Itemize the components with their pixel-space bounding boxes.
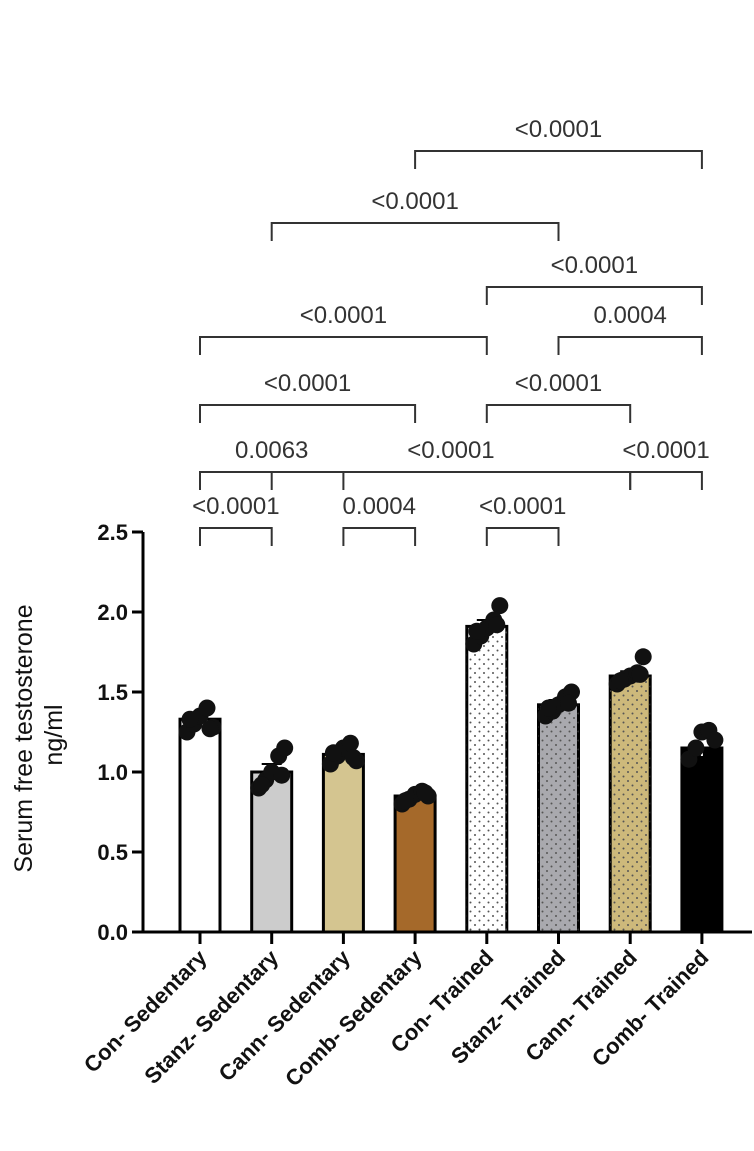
bar-8 <box>680 746 724 934</box>
y-tick-label-1: 0.0 <box>97 920 128 945</box>
data-point-1-7 <box>201 720 219 738</box>
data-point-5-6 <box>468 622 486 640</box>
data-point-8-5 <box>706 731 724 749</box>
y-axis-label-line-2: ng/ml <box>40 704 68 765</box>
data-point-4-6 <box>396 792 414 810</box>
p-value-label-4: 0.0063 <box>235 437 308 464</box>
significance-bracket-7 <box>199 404 417 423</box>
bar-pattern-7 <box>610 676 651 932</box>
significance-bracket-9 <box>199 336 488 355</box>
data-point-6-6 <box>540 699 557 717</box>
significance-bracket-3 <box>485 527 560 546</box>
bar-pattern-6 <box>538 704 579 932</box>
p-value-label-9: <0.0001 <box>300 302 387 329</box>
data-point-3-7 <box>344 749 362 767</box>
p-value-label-3: <0.0001 <box>479 493 566 520</box>
significance-bracket-1 <box>199 527 273 546</box>
bars-layer <box>178 597 724 934</box>
data-point-5-5 <box>491 597 509 615</box>
p-value-label-5: <0.0001 <box>407 437 494 464</box>
p-value-label-10: 0.0004 <box>593 302 666 329</box>
p-value-label-8: <0.0001 <box>515 370 602 397</box>
y-tick-label-3: 1.0 <box>97 760 128 785</box>
y-axis-label: Serum free testosterone ng/ml <box>10 597 68 872</box>
significance-bracket-8 <box>485 404 632 423</box>
data-point-2-6 <box>253 776 271 794</box>
data-point-8-2 <box>687 739 705 757</box>
significance-bracket-6 <box>629 471 703 490</box>
significance-bracket-10 <box>557 336 703 355</box>
significance-brackets: <0.0001 0.0004 <0.0001 0.0063 <0.0001 <0.0001… <box>192 116 710 546</box>
p-value-label-6: <0.0001 <box>622 437 709 464</box>
x-tick-label-1: Con- Sedentary <box>79 944 212 1077</box>
bar-3 <box>321 752 365 934</box>
data-point-3-4 <box>341 734 359 752</box>
x-tick-label-2: Stanz- Sedentary <box>139 944 283 1088</box>
y-axis-label-line-1: Serum free testosterone <box>10 604 38 872</box>
bar-1 <box>178 717 222 934</box>
data-point-7-7 <box>631 665 649 683</box>
p-value-label-2: 0.0004 <box>343 493 416 520</box>
p-value-label-11: <0.0001 <box>551 252 638 279</box>
data-point-4-7 <box>416 784 434 802</box>
significance-bracket-12 <box>270 222 560 241</box>
data-point-2-7 <box>273 766 291 784</box>
significance-bracket-2 <box>342 527 417 546</box>
bar-pattern-5 <box>466 626 507 932</box>
data-point-5-7 <box>488 616 506 634</box>
y-tick-label-6: 2.5 <box>97 520 128 545</box>
y-tick-label-5: 2.0 <box>97 600 128 625</box>
data-point-7-6 <box>611 672 629 690</box>
x-tick-label-3: Cann- Sedentary <box>214 944 356 1086</box>
x-tick-label-4: Comb- Sedentary <box>280 944 427 1091</box>
significance-bracket-11 <box>485 286 703 305</box>
p-value-label-1: <0.0001 <box>192 493 279 520</box>
data-point-1-4 <box>198 699 216 717</box>
significance-bracket-13 <box>414 150 703 169</box>
data-point-1-6 <box>181 710 199 728</box>
p-value-label-7: <0.0001 <box>264 370 351 397</box>
y-tick-label-4: 1.5 <box>97 680 128 705</box>
significance-bracket-5 <box>270 471 632 490</box>
data-point-6-7 <box>560 694 577 712</box>
p-value-label-13: <0.0001 <box>515 116 602 143</box>
p-value-label-12: <0.0001 <box>371 188 458 215</box>
data-point-3-6 <box>324 744 342 762</box>
bar-4 <box>393 794 437 934</box>
data-point-7-5 <box>634 648 652 666</box>
y-tick-label-2: 0.5 <box>97 840 128 865</box>
data-point-2-5 <box>276 739 294 757</box>
